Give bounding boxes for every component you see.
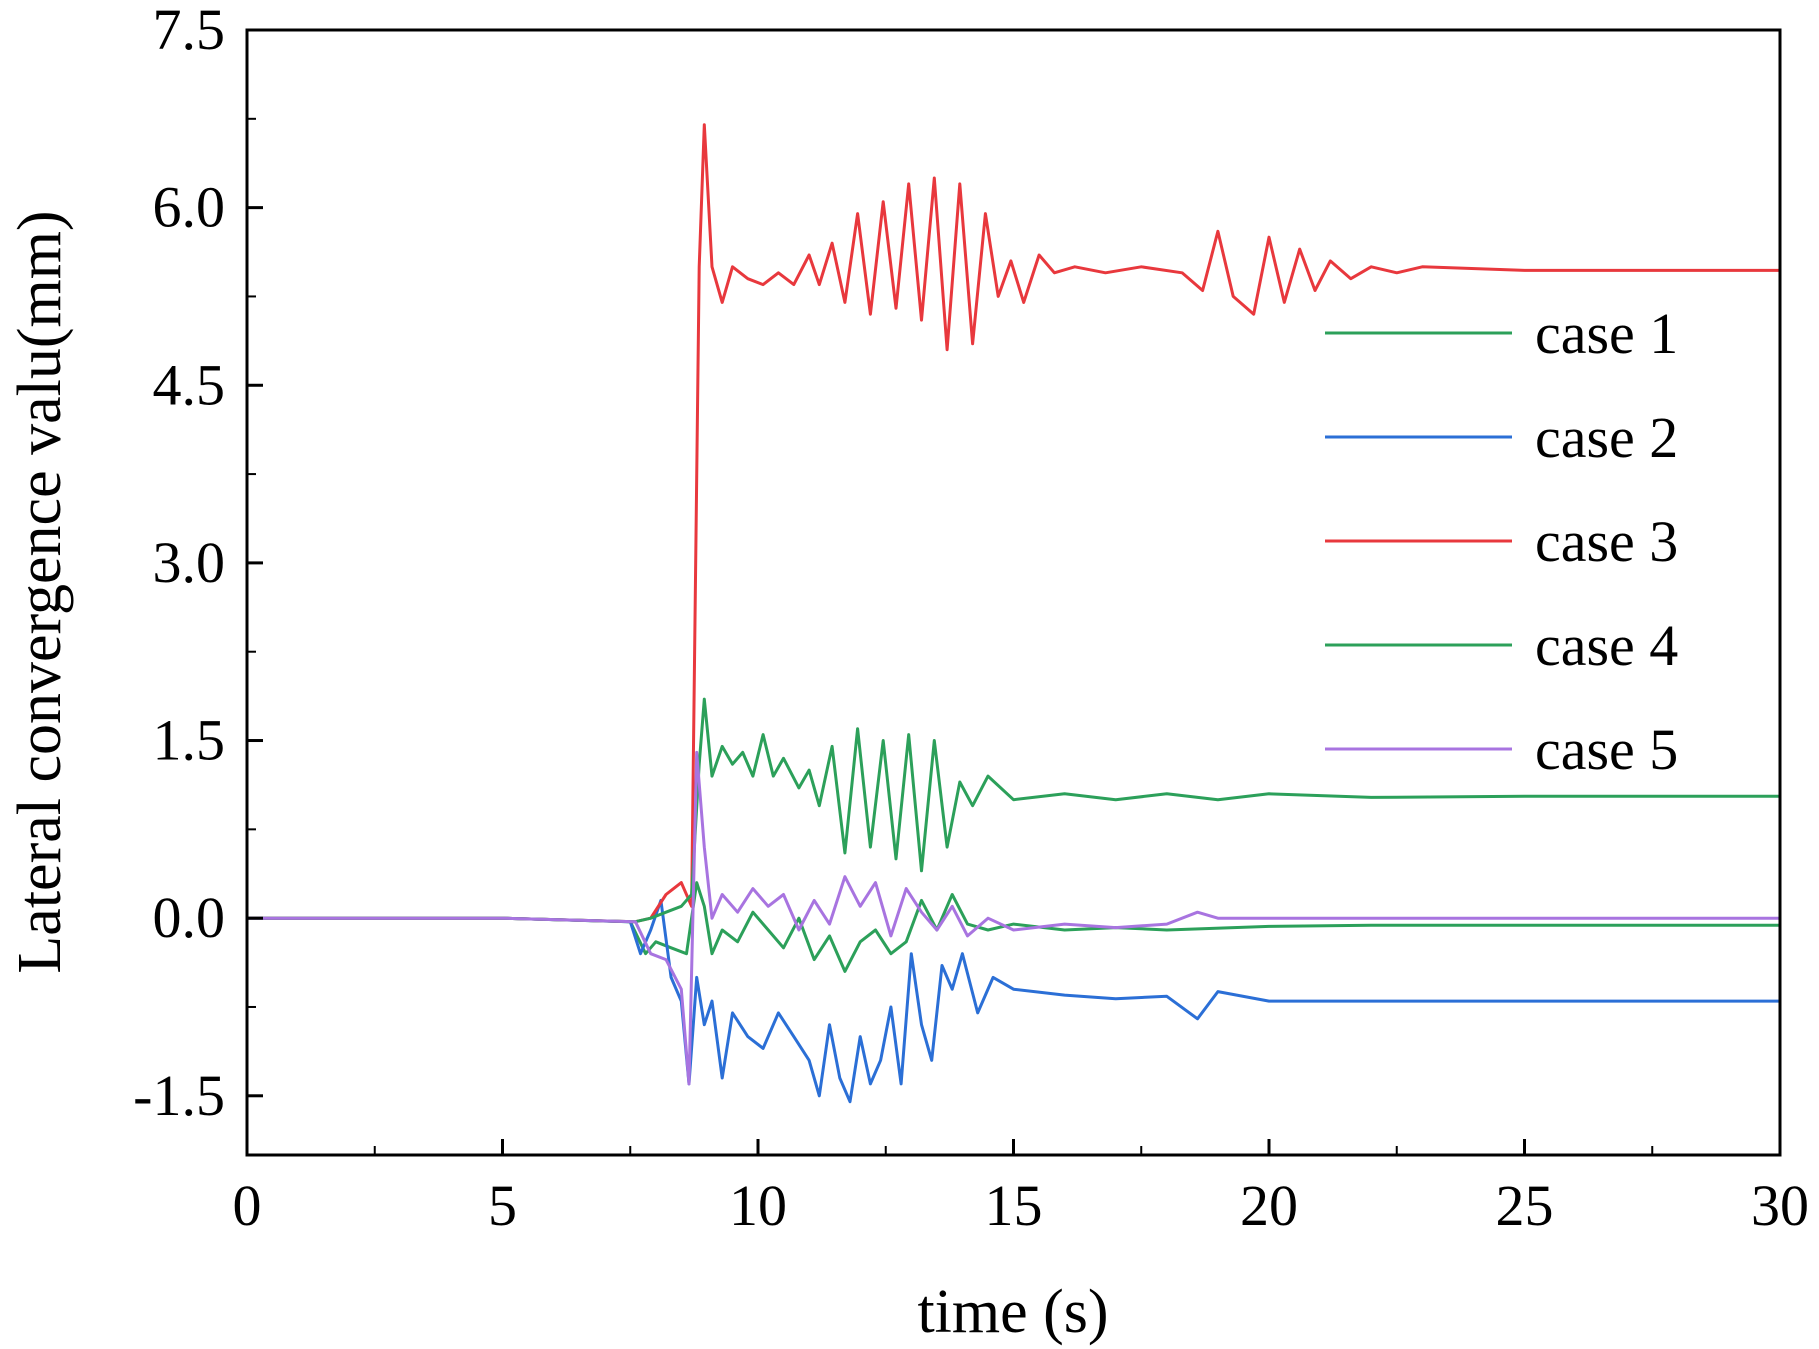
series-line-case-3 (247, 123, 1780, 924)
x-tick-label: 30 (1751, 1173, 1809, 1238)
x-tick-label: 10 (729, 1173, 787, 1238)
x-tick-label: 15 (985, 1173, 1043, 1238)
x-axis-ticks: 0 5 10 15 20 25 30 (233, 1139, 1809, 1238)
x-tick-label: 25 (1496, 1173, 1554, 1238)
x-tick-label: 0 (233, 1173, 262, 1238)
y-tick-label: 3.0 (153, 530, 226, 595)
y-axis-ticks: -1.5 0.0 1.5 3.0 4.5 6.0 7.5 (133, 0, 263, 1128)
y-tick-label: 4.5 (153, 352, 226, 417)
y-tick-label: 7.5 (153, 0, 226, 62)
legend-label-case-3: case 3 (1535, 509, 1678, 574)
y-tick-label: 0.0 (153, 885, 226, 950)
series-layer (247, 123, 1780, 1104)
legend-label-case-4: case 4 (1535, 613, 1678, 678)
legend-label-case-1: case 1 (1535, 301, 1678, 366)
y-tick-label: 6.0 (153, 175, 226, 240)
series-line-case-1 (247, 881, 1780, 973)
legend-label-case-2: case 2 (1535, 405, 1678, 470)
x-axis-label: time (s) (917, 1278, 1108, 1346)
y-axis-label: Lateral convergence valu(mm) (6, 210, 74, 973)
y-tick-label: -1.5 (133, 1063, 225, 1128)
series-line-case-5 (247, 750, 1780, 1086)
x-tick-label: 5 (488, 1173, 517, 1238)
y-tick-label: 1.5 (153, 708, 226, 773)
legend-label-case-5: case 5 (1535, 717, 1678, 782)
x-tick-label: 20 (1240, 1173, 1298, 1238)
legend: case 1 case 2 case 3 case 4 case 5 (1325, 301, 1678, 782)
plot-frame (245, 28, 1782, 1157)
